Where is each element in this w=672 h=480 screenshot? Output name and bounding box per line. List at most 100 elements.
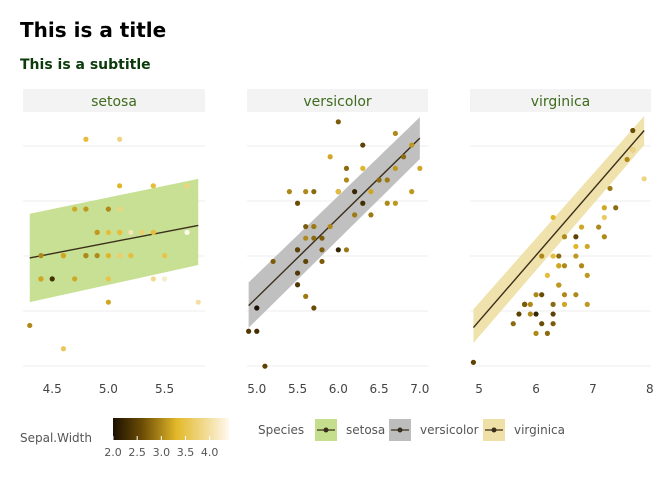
data-point: [573, 253, 579, 259]
data-point: [27, 322, 33, 329]
facet-strip-label: versicolor: [303, 94, 372, 110]
data-point: [630, 147, 636, 153]
color-legend-ticks: 2.0 2.5 3.0 3.5 4.0: [104, 436, 218, 459]
data-point: [561, 234, 568, 240]
data-point: [384, 177, 390, 183]
data-point: [392, 130, 398, 137]
data-point: [550, 321, 556, 327]
data-point: [303, 293, 309, 299]
data-point: [105, 229, 111, 235]
data-point: [539, 292, 545, 298]
data-point: [400, 154, 407, 160]
data-point: [556, 282, 562, 288]
x-tick-label: 8: [646, 382, 654, 396]
data-point: [539, 253, 545, 259]
data-point: [539, 321, 545, 327]
data-point: [368, 212, 374, 218]
data-point: [150, 229, 156, 235]
regression-line: [29, 224, 199, 259]
color-legend-tick-label: 2.0: [104, 446, 122, 459]
data-point: [360, 165, 366, 171]
data-point: [343, 165, 350, 171]
data-point: [335, 189, 341, 195]
data-point: [327, 154, 333, 160]
data-point: [128, 253, 134, 259]
confidence-band: [29, 178, 199, 303]
data-point: [360, 142, 366, 148]
data-point: [327, 223, 333, 230]
data-point: [105, 206, 111, 212]
data-point: [613, 205, 619, 211]
data-point: [624, 156, 630, 163]
data-point: [117, 183, 123, 189]
color-legend-bar: [113, 418, 229, 440]
x-tick-label: 5: [475, 382, 483, 396]
data-point: [303, 235, 309, 241]
data-point: [128, 229, 134, 235]
data-point: [294, 200, 301, 206]
facet-setosa: setosa 4.5 5.0 5.5: [23, 89, 205, 396]
data-point: [352, 212, 358, 218]
x-tick-label: 5.0: [247, 382, 266, 396]
data-point: [117, 136, 123, 142]
facet-strip: [470, 89, 651, 112]
data-point: [561, 301, 568, 307]
data-point: [550, 253, 556, 259]
data-point: [150, 183, 156, 189]
data-point: [368, 189, 374, 195]
data-point: [303, 189, 309, 195]
regression-line: [248, 137, 421, 307]
facet-panels: setosa 4.5 5.0 5.5 versicolor 5.0 5.5 6.0 6.5 7.0…: [23, 89, 654, 396]
chart-title: This is a title: [20, 18, 167, 42]
data-point: [561, 263, 568, 269]
data-point: [286, 189, 292, 195]
data-point: [105, 253, 111, 259]
data-point: [573, 234, 579, 240]
data-point: [262, 363, 268, 369]
data-point: [578, 224, 585, 230]
facet-strip: [23, 89, 205, 112]
data-point: [522, 301, 528, 307]
data-point: [303, 223, 309, 230]
data-point: [117, 229, 123, 235]
data-point: [117, 206, 123, 212]
data-point: [105, 299, 111, 305]
data-point: [510, 321, 516, 327]
color-legend-tick-label: 3.0: [153, 446, 171, 459]
data-point: [630, 127, 636, 134]
data-point: [573, 243, 579, 250]
color-legend-title: Sepal.Width: [20, 431, 92, 445]
data-point: [94, 229, 100, 235]
data-point: [254, 305, 260, 311]
data-point: [516, 311, 522, 317]
data-point: [584, 301, 590, 307]
data-point: [343, 177, 350, 183]
regression-line: [472, 130, 645, 329]
data-point: [335, 247, 341, 253]
data-point: [195, 299, 201, 305]
x-tick-label: 7.0: [410, 382, 429, 396]
data-point: [311, 235, 317, 241]
data-point: [584, 243, 590, 250]
data-point: [294, 270, 301, 276]
data-point: [533, 292, 539, 298]
data-point: [533, 330, 539, 336]
x-tick-label: 6.0: [329, 382, 348, 396]
data-point: [294, 247, 301, 253]
data-point: [392, 200, 398, 206]
data-point: [83, 206, 89, 212]
data-point: [72, 206, 78, 212]
data-point: [38, 276, 44, 282]
data-point: [607, 185, 613, 192]
data-point: [150, 276, 156, 282]
data-point: [376, 177, 382, 183]
facet-virginica: virginica 5 6 7 8: [470, 89, 654, 396]
data-point: [573, 292, 579, 298]
data-point: [94, 253, 100, 259]
data-point: [556, 263, 562, 269]
data-point: [270, 258, 276, 265]
data-point: [303, 258, 309, 265]
legend-key-point: [323, 427, 329, 433]
data-point: [83, 136, 89, 142]
